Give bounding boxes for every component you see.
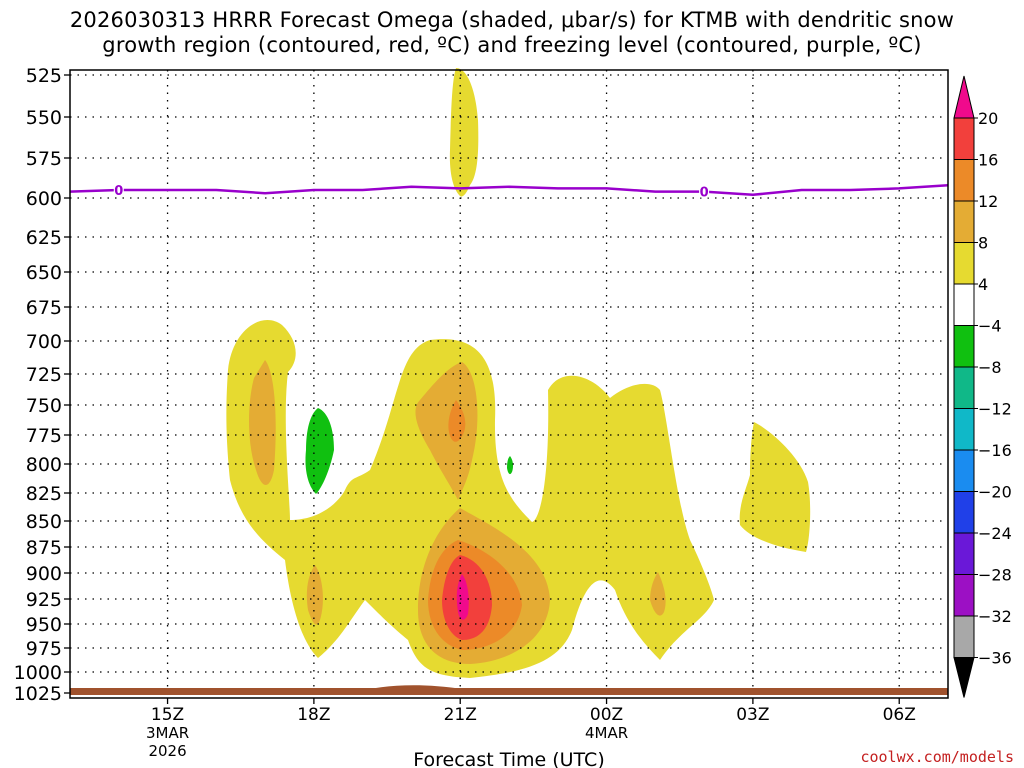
- y-tick-label: 725: [26, 364, 62, 386]
- y-tick-label: 550: [26, 107, 62, 129]
- y-tick-label: 850: [26, 511, 62, 533]
- freezing-level-label: 0: [700, 186, 709, 201]
- omega-region-neg-4-8: [507, 456, 514, 475]
- y-tick-label: 975: [26, 638, 62, 660]
- chart-title-line-2: growth region (contoured, red, ºC) and f…: [102, 33, 922, 57]
- y-tick-label: 700: [26, 331, 62, 353]
- omega-region-4-8: [226, 320, 714, 678]
- freezing-level-label: 0: [114, 184, 123, 199]
- colorbar-label: 4: [978, 275, 988, 294]
- y-tick-label: 800: [26, 454, 62, 476]
- colorbar-cell: [953, 117, 975, 160]
- omega-region-8-12: [650, 572, 666, 616]
- x-tick-label: 21Z: [444, 705, 477, 725]
- omega-region-20: [456, 574, 469, 620]
- colorbar-label: 12: [978, 192, 998, 211]
- colorbar-cell: [953, 574, 975, 617]
- colorbar-label: −24: [978, 524, 1012, 543]
- colorbar-cell: [953, 200, 975, 243]
- y-axis: 525 550 575 600 625 650 675 700 725 750 775 800 825 8…: [14, 65, 70, 705]
- y-tick-label: 750: [26, 395, 62, 417]
- plot-border: [69, 69, 949, 699]
- freezing-level-line: [69, 183, 949, 197]
- y-tick-label: 775: [26, 425, 62, 447]
- surface-strip: [70, 688, 948, 695]
- colorbar-label: −12: [978, 400, 1012, 419]
- colorbar-label: 20: [978, 109, 998, 128]
- x-tick-date: 3MAR: [146, 724, 189, 742]
- x-tick-label: 00Z: [590, 705, 623, 725]
- x-tick-year: 2026: [148, 742, 186, 760]
- colorbar-label: −20: [978, 483, 1012, 502]
- watermark: coolwx.com/models: [860, 748, 1014, 766]
- omega-shading: [226, 68, 811, 678]
- plot-frame: [69, 69, 949, 699]
- y-tick-label: 675: [26, 297, 62, 319]
- colorbar-label: −36: [978, 649, 1012, 668]
- colorbar-cell: [953, 159, 975, 202]
- colorbar: 20 16 12 8 4 −4 −8 −12 −16 −20 −24 −28 −32 −36: [953, 75, 1012, 698]
- colorbar-cell: [953, 408, 975, 451]
- colorbar-cell: [953, 532, 975, 575]
- x-axis-label: Forecast Time (UTC): [413, 749, 604, 768]
- freezing-level-label-bg: [113, 182, 124, 196]
- colorbar-bottom-triangle: [953, 657, 975, 698]
- y-tick-label: 950: [26, 614, 62, 636]
- y-tick-label: 650: [26, 262, 62, 284]
- omega-region-4-8: [449, 68, 479, 197]
- colorbar-label: −28: [978, 566, 1012, 585]
- omega-region-8-12: [306, 565, 323, 625]
- colorbar-cell: [953, 449, 975, 492]
- colorbar-label: 8: [978, 234, 988, 253]
- colorbar-label: 16: [978, 151, 998, 170]
- colorbar-cell: [953, 325, 975, 368]
- colorbar-cell: [953, 491, 975, 534]
- surface-bump: [370, 685, 462, 689]
- y-tick-label: 1000: [14, 662, 62, 684]
- omega-region-8-12: [415, 362, 478, 500]
- y-tick-label: 900: [26, 563, 62, 585]
- x-tick-label: 15Z: [151, 705, 184, 725]
- y-tick-label: 1025: [14, 683, 62, 705]
- colorbar-label: −32: [978, 607, 1012, 626]
- colorbar-label: −4: [978, 317, 1002, 336]
- omega-region-4-8: [739, 422, 811, 552]
- colorbar-label: −8: [978, 358, 1002, 377]
- colorbar-cell: [953, 615, 975, 658]
- y-tick-label: 925: [26, 589, 62, 611]
- omega-region-neg-4-8: [305, 408, 334, 494]
- x-tick-label: 03Z: [736, 705, 769, 725]
- omega-region-12-16: [448, 400, 466, 442]
- x-tick-label: 06Z: [883, 705, 916, 725]
- y-tick-label: 525: [26, 65, 62, 87]
- y-tick-label: 875: [26, 537, 62, 559]
- y-tick-label: 625: [26, 227, 62, 249]
- x-tick-date: 4MAR: [585, 724, 628, 742]
- y-tick-label: 825: [26, 483, 62, 505]
- colorbar-cell: [953, 366, 975, 409]
- surface-terrain: [70, 685, 948, 695]
- x-tick-label: 18Z: [297, 705, 330, 725]
- y-tick-label: 600: [26, 188, 62, 210]
- colorbar-cell: [953, 242, 975, 285]
- colorbar-label: −16: [978, 441, 1012, 460]
- colorbar-top-triangle: [953, 75, 975, 119]
- freezing-level-label-bg: [699, 183, 710, 198]
- omega-region-8-12: [249, 360, 276, 485]
- colorbar-cell: [953, 283, 975, 326]
- chart-title-line-1: 2026030313 HRRR Forecast Omega (shaded, …: [69, 8, 955, 32]
- y-tick-label: 575: [26, 148, 62, 170]
